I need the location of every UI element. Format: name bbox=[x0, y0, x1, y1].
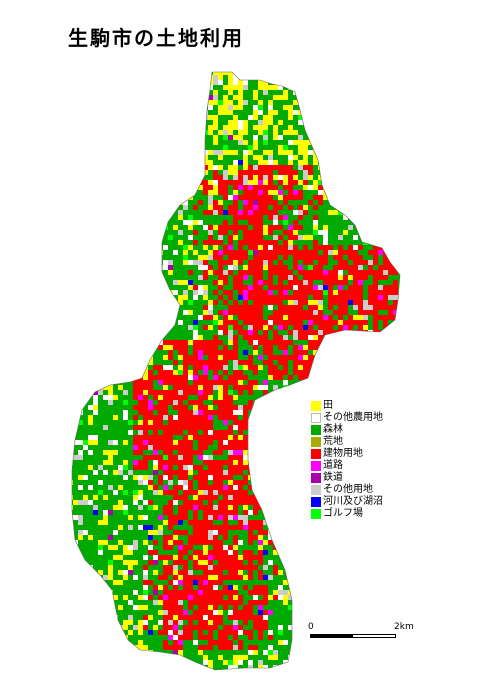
legend-swatch-water bbox=[311, 497, 321, 507]
legend-label-other: その他用地 bbox=[323, 484, 373, 495]
scale-end-label: 2km bbox=[394, 622, 414, 632]
map-legend: 田その他農用地 森林 荒地 建物用地 道路 鉄道 その他用地 河川及び湖沼 ゴルフ場 bbox=[311, 400, 383, 520]
legend-label-railway: 鉄道 bbox=[323, 472, 343, 483]
legend-item-other: その他用地 bbox=[311, 484, 383, 496]
legend-swatch-golf bbox=[311, 509, 321, 519]
land-use-cells bbox=[72, 72, 400, 670]
scale-start-label: 0 bbox=[308, 622, 314, 632]
legend-swatch-paddy bbox=[311, 401, 321, 411]
legend-item-forest: 森林 bbox=[311, 424, 383, 436]
legend-item-paddy: 田 bbox=[311, 400, 383, 412]
legend-item-building: 建物用地 bbox=[311, 448, 383, 460]
legend-item-railway: 鉄道 bbox=[311, 472, 383, 484]
legend-swatch-forest bbox=[311, 425, 321, 435]
scale-bar-graphic bbox=[310, 634, 396, 638]
legend-swatch-other_farm bbox=[311, 413, 321, 423]
scale-bar: 0 2km bbox=[308, 622, 420, 642]
legend-swatch-building bbox=[311, 449, 321, 459]
legend-swatch-wasteland bbox=[311, 437, 321, 447]
legend-swatch-road bbox=[311, 461, 321, 471]
map-title: 生駒市の土地利用 bbox=[68, 26, 244, 50]
legend-label-golf: ゴルフ場 bbox=[323, 508, 363, 519]
legend-label-wasteland: 荒地 bbox=[323, 436, 343, 447]
legend-label-other_farm: その他農用地 bbox=[323, 412, 383, 423]
legend-label-forest: 森林 bbox=[323, 424, 343, 435]
legend-item-water: 河川及び湖沼 bbox=[311, 496, 383, 508]
legend-item-golf: ゴルフ場 bbox=[311, 508, 383, 520]
legend-item-other_farm: その他農用地 bbox=[311, 412, 383, 424]
legend-label-paddy: 田 bbox=[323, 400, 333, 411]
legend-label-building: 建物用地 bbox=[323, 448, 363, 459]
legend-item-road: 道路 bbox=[311, 460, 383, 472]
legend-label-water: 河川及び湖沼 bbox=[323, 496, 383, 507]
legend-item-wasteland: 荒地 bbox=[311, 436, 383, 448]
legend-swatch-other bbox=[311, 485, 321, 495]
legend-label-road: 道路 bbox=[323, 460, 343, 471]
legend-swatch-railway bbox=[311, 473, 321, 483]
